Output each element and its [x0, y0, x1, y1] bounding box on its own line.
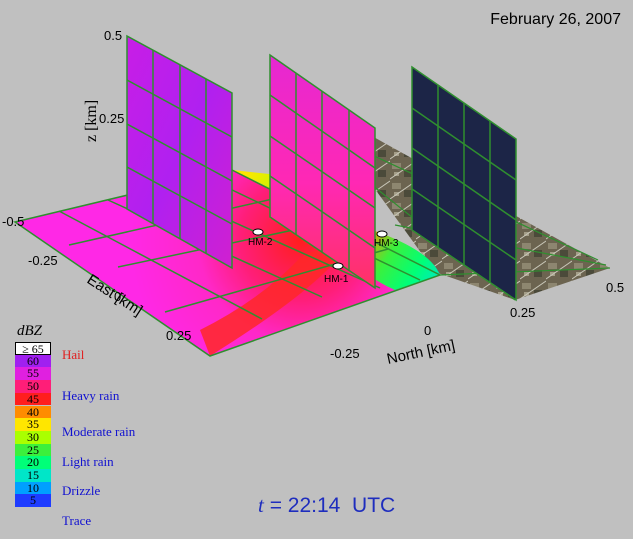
station-label-hm-3: HM-3 [374, 238, 399, 249]
vertical-slice-east [411, 65, 517, 302]
north-axis-label: North [km] [385, 337, 456, 368]
time-variable: t [258, 493, 264, 517]
time-value: 22:14 [287, 494, 341, 517]
legend-swatch: 15 [15, 469, 51, 482]
date-label: February 26, 2007 [490, 11, 621, 28]
legend-swatch: 5 [15, 494, 51, 508]
floor-red-core [200, 249, 335, 356]
legend-swatch: 40 [15, 405, 51, 419]
legend-category-hail: Hail [62, 347, 85, 362]
legend-category-moderate-rain: Moderate rain [62, 424, 136, 439]
north-tick-0: -0.25 [330, 346, 360, 361]
legend-swatch: 35 [15, 418, 51, 431]
dbz-legend: dBZ ≥ 65 60 55 50 45 40 35 30 25 20 15 10 5 Hail Hea… [15, 323, 195, 528]
legend-swatch: 10 [15, 481, 51, 495]
station-markers: HM-2 HM-1 HM-3 [248, 228, 399, 285]
station-hm-3: HM-3 [374, 230, 399, 249]
legend-swatch: 30 [15, 431, 51, 444]
legend-swatch: 20 [15, 456, 51, 469]
station-label-hm-1: HM-1 [324, 274, 349, 285]
north-tick-3: 0.5 [606, 280, 624, 295]
z-tick-0: 0.5 [104, 28, 122, 43]
legend-swatch: 55 [15, 367, 51, 381]
east-tick-1: -0.25 [28, 253, 58, 268]
east-tick-0: -0.5 [2, 214, 24, 229]
legend-category-trace: Trace [62, 513, 92, 528]
vertical-slice-west [126, 34, 233, 270]
legend-swatch: ≥ 65 [15, 342, 51, 355]
time-equals: = [269, 494, 282, 517]
time-label: t = 22:14 UTC [258, 493, 395, 518]
legend-swatch: 25 [15, 443, 51, 457]
vertical-slice-middle [269, 53, 376, 290]
legend-category-drizzle: Drizzle [62, 483, 101, 498]
east-tick-2: 0 [114, 289, 121, 304]
east-tick-3: 0.25 [166, 328, 191, 343]
legend-title: dBZ [17, 323, 43, 339]
station-label-hm-2: HM-2 [248, 237, 273, 248]
legend-category-light-rain: Light rain [62, 454, 114, 469]
legend-swatch: 50 [15, 380, 51, 393]
z-axis-label: z [km] [83, 100, 100, 142]
station-hm-1: HM-1 [324, 262, 349, 285]
station-hm-2: HM-2 [248, 228, 273, 248]
z-tick-1: 0.25 [99, 111, 124, 126]
north-tick-2: 0.25 [510, 305, 535, 320]
north-tick-1: 0 [424, 323, 431, 338]
legend-swatch: 45 [15, 393, 51, 406]
legend-category-heavy-rain: Heavy rain [62, 388, 120, 403]
legend-swatch: 60 [15, 354, 51, 368]
time-unit: UTC [352, 494, 396, 517]
